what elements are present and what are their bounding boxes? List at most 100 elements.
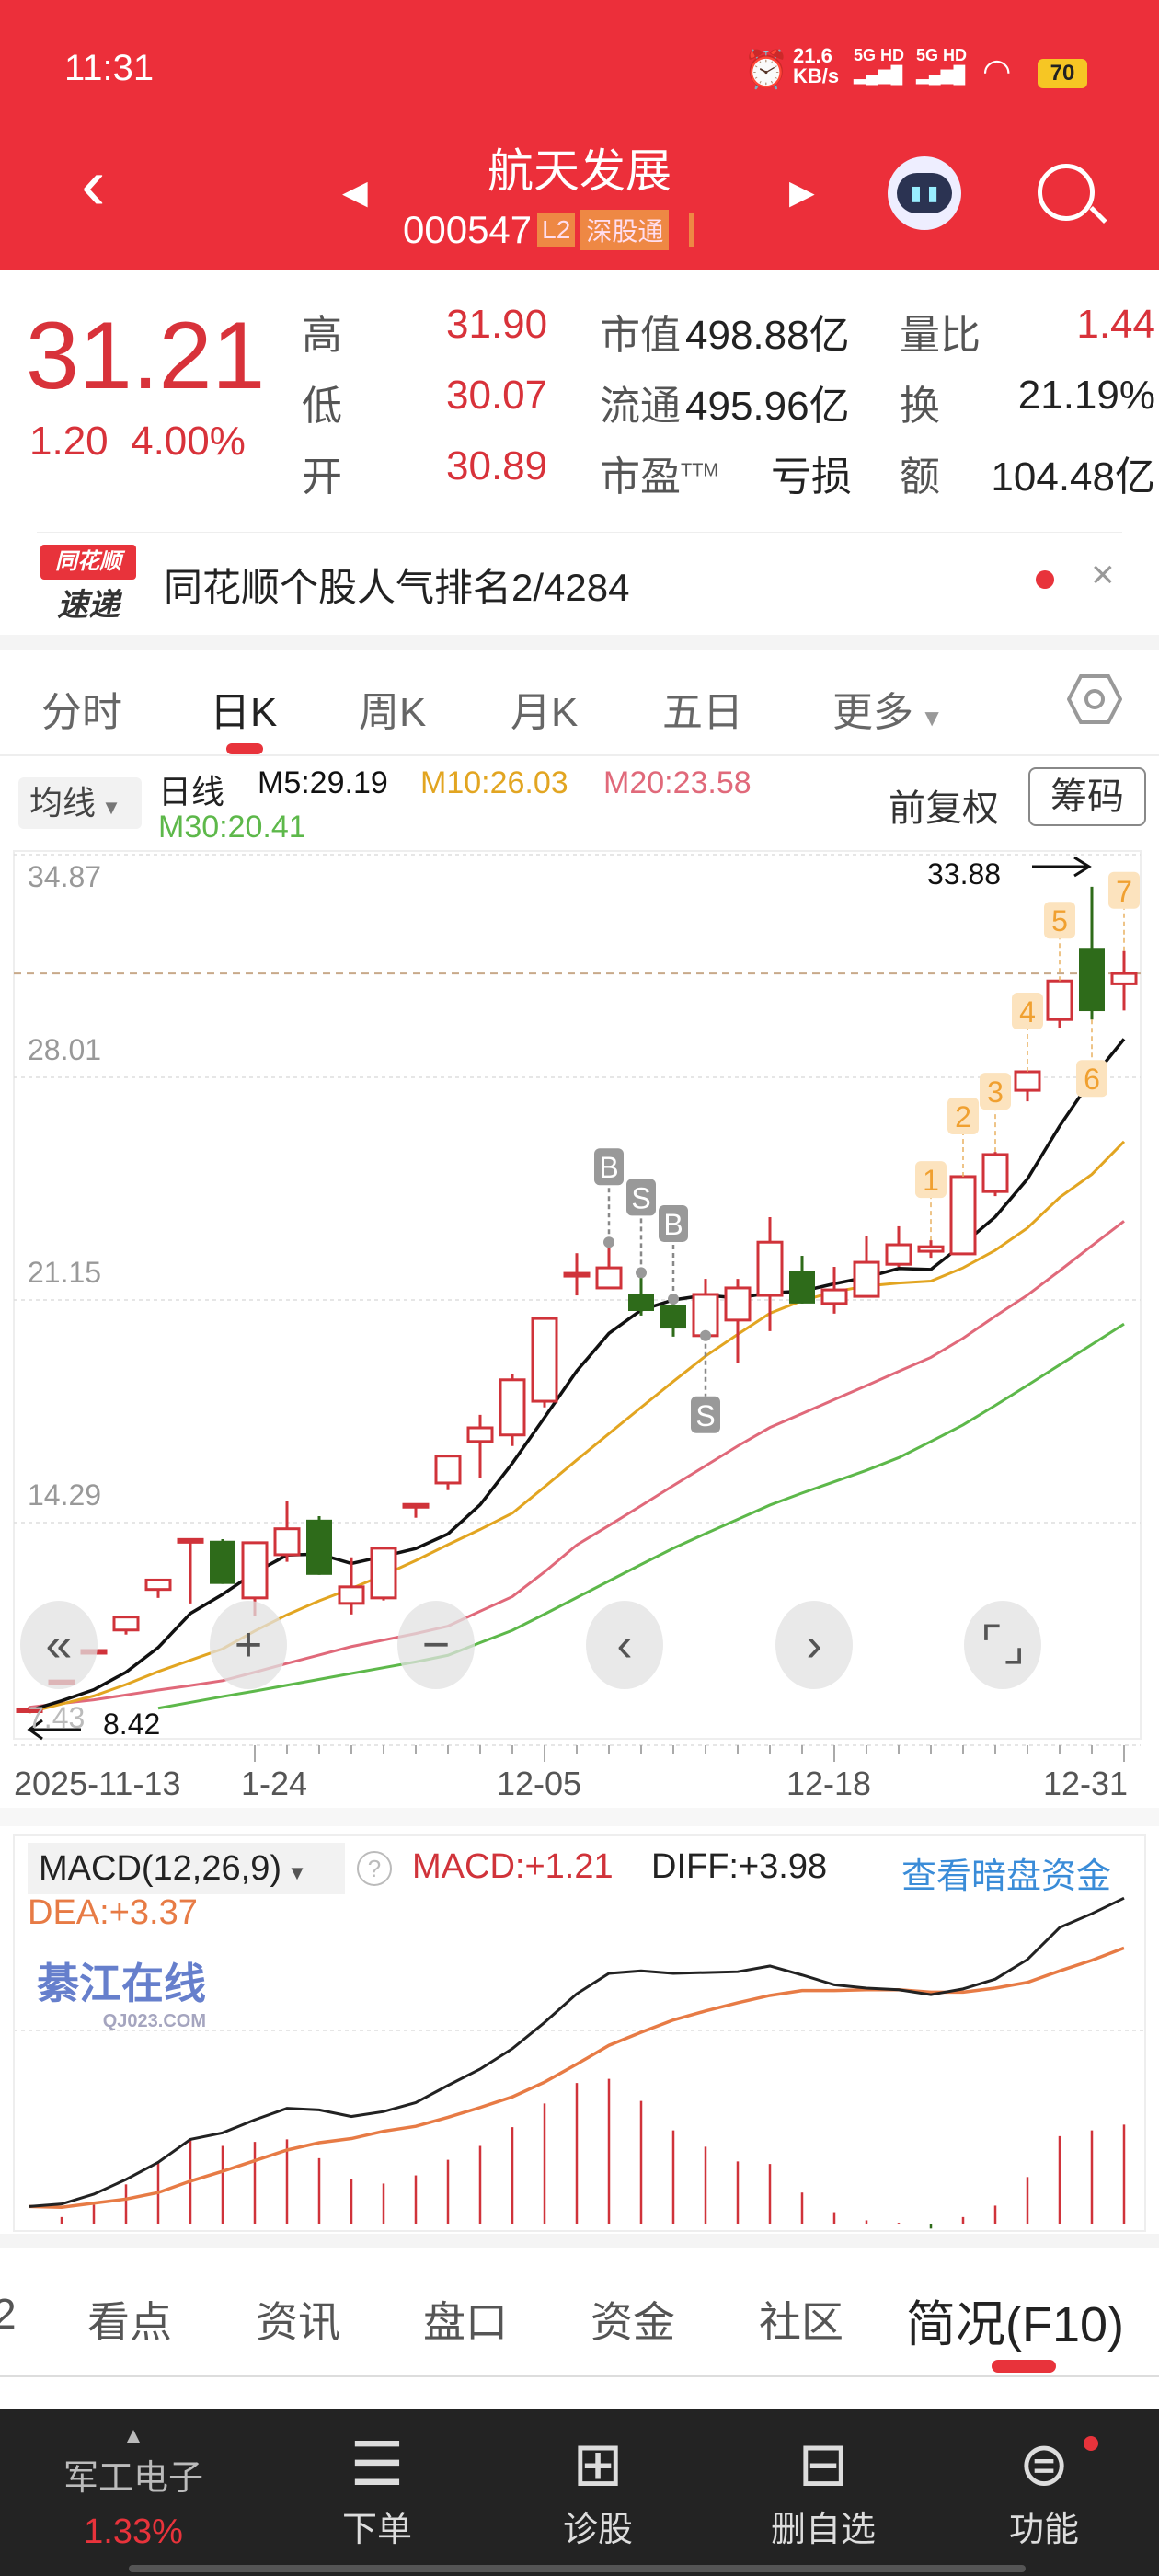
candle	[660, 1298, 686, 1337]
bottom-tab-5[interactable]: 社区	[759, 2298, 843, 2346]
candle-body	[434, 1455, 462, 1485]
tab-4[interactable]: 五日	[662, 690, 743, 735]
quote-label: 换	[900, 384, 940, 429]
candle-body	[595, 1266, 623, 1290]
ma30-line	[157, 1322, 1125, 1710]
settings-icon[interactable]	[1066, 672, 1123, 727]
tab-1[interactable]: 日K	[210, 690, 278, 735]
candle-body	[949, 1175, 977, 1256]
last-price: 31.21	[26, 303, 266, 409]
y-tick-label: 28.01	[28, 1033, 102, 1066]
zoom-in-button[interactable]: +	[210, 1601, 287, 1689]
close-icon[interactable]: ×	[1091, 552, 1115, 597]
candle-body	[789, 1271, 815, 1304]
svg-text:S: S	[695, 1399, 715, 1432]
counter-badge: 7	[1108, 871, 1140, 909]
fast-back-button[interactable]: «	[20, 1601, 98, 1689]
ma30-value: M30:20.41	[158, 810, 306, 845]
candle	[628, 1272, 654, 1316]
bottom-action-删自选[interactable]: ⊟ 删自选	[731, 2427, 915, 2551]
sector-button[interactable]: ▲ 军工电子 1.33%	[41, 2423, 225, 2552]
candle-body	[338, 1585, 365, 1605]
x-tick-label: 12-18	[786, 1765, 872, 1802]
y-tick-label: 14.29	[28, 1478, 102, 1512]
min-arrow-icon	[27, 1719, 81, 1741]
candle	[1079, 886, 1105, 1020]
quote-label: 市值	[600, 313, 681, 358]
battery-indicator: 70	[1038, 59, 1087, 88]
quote-label: 额	[900, 454, 940, 500]
indicator-selector[interactable]: 均线 ▼	[18, 777, 142, 829]
adjust-mode[interactable]: 前复权	[889, 788, 999, 829]
candle	[338, 1557, 365, 1615]
bottom-tab-2[interactable]: 资讯	[256, 2298, 340, 2346]
unread-dot	[1036, 570, 1054, 589]
prev-stock-button[interactable]: ◀	[342, 173, 368, 211]
trade-signal-badge: B	[594, 1148, 624, 1186]
stock-name: 航天发展	[488, 145, 671, 197]
quote-label: 流通	[600, 384, 681, 429]
help-icon[interactable]: ?	[357, 1851, 392, 1886]
bottom-action-下单[interactable]: ☰ 下单	[285, 2427, 469, 2551]
candle	[563, 1253, 591, 1296]
stock-code: 000547	[403, 208, 533, 251]
svg-text:2: 2	[955, 1100, 971, 1133]
bottom-tab-4[interactable]: 资金	[591, 2298, 675, 2346]
trade-signal-badge: S	[691, 1396, 720, 1433]
candle-body	[756, 1240, 784, 1297]
zoom-out-button[interactable]: −	[397, 1601, 475, 1689]
fullscreen-button[interactable]: ⌜⌟	[964, 1601, 1041, 1689]
diff-line	[29, 1896, 1125, 2208]
bottom-action-bar: ▲ 军工电子 1.33% ☰ 下单 ⊞ 诊股 ⊟ 删自选 ⊜ 功能	[0, 2409, 1159, 2576]
bottom-action-诊股[interactable]: ⊞ 诊股	[506, 2427, 690, 2551]
max-price-label: 33.88	[927, 857, 1002, 891]
bottom-tab-1[interactable]: 看点	[87, 2298, 172, 2346]
quote-value: 495.96亿	[685, 384, 850, 429]
active-bottom-tab-indicator	[992, 2360, 1056, 2373]
prev-button[interactable]: ‹	[586, 1601, 663, 1689]
candle	[756, 1217, 784, 1331]
search-icon[interactable]	[1038, 164, 1107, 224]
candle	[466, 1414, 494, 1479]
svg-text:1: 1	[923, 1164, 939, 1197]
next-stock-button[interactable]: ▶	[789, 173, 815, 211]
x-tick-label: 12-31	[1043, 1765, 1129, 1802]
next-button[interactable]: ›	[775, 1601, 853, 1689]
candle	[595, 1242, 623, 1290]
candle	[499, 1374, 526, 1446]
counter-badge: 1	[915, 1161, 947, 1199]
macd-selector[interactable]: MACD(12,26,9) ▼	[28, 1843, 345, 1894]
status-time: 11:31	[64, 48, 155, 88]
chips-button[interactable]: 筹码	[1028, 767, 1146, 826]
tab-3[interactable]: 月K	[511, 690, 579, 735]
candle-body	[370, 1547, 397, 1600]
bottom-action-功能[interactable]: ⊜ 功能	[952, 2427, 1136, 2551]
ai-robot-button[interactable]: ▮ ▮	[888, 156, 961, 230]
candle-body	[820, 1288, 848, 1305]
bottom-tab-3[interactable]: 盘口	[423, 2298, 508, 2346]
ma5-line	[29, 1038, 1126, 1712]
tab-2[interactable]: 周K	[359, 690, 427, 735]
header-bar: 11:31 ⏰ 21.6 KB/s 5G HD ▂▄▆█ 5G HD ▂▄▆█ ◠ 7…	[0, 0, 1159, 270]
ma10-value: M10:26.03	[420, 765, 568, 800]
quote-label: 高	[302, 313, 342, 358]
candle-body	[563, 1271, 591, 1278]
dark-pool-funds-link[interactable]: 查看暗盘资金	[901, 1857, 1112, 1896]
dea-value: DEA:+3.37	[28, 1893, 198, 1932]
counter-badge: 6	[1076, 1060, 1107, 1098]
alarm-icon: ⏰	[743, 50, 789, 90]
news-ticker-text[interactable]: 同花顺个股人气排名2/4284	[164, 566, 630, 609]
tab-0[interactable]: 分时	[41, 690, 122, 735]
quote-value: 30.89	[446, 443, 548, 489]
candle	[177, 1537, 204, 1604]
candle	[1110, 950, 1138, 1011]
price-change: 1.20 4.00%	[29, 419, 246, 464]
tab-5[interactable]: 更多 ▼	[832, 690, 944, 735]
svg-text:7: 7	[1116, 875, 1132, 908]
candle	[885, 1225, 912, 1268]
bottom-tab-0[interactable]: 2	[0, 2290, 17, 2338]
bottom-tab-6[interactable]: 简况(F10)	[906, 2297, 1125, 2352]
candle-body	[241, 1541, 269, 1600]
back-button[interactable]: ‹	[81, 143, 106, 224]
